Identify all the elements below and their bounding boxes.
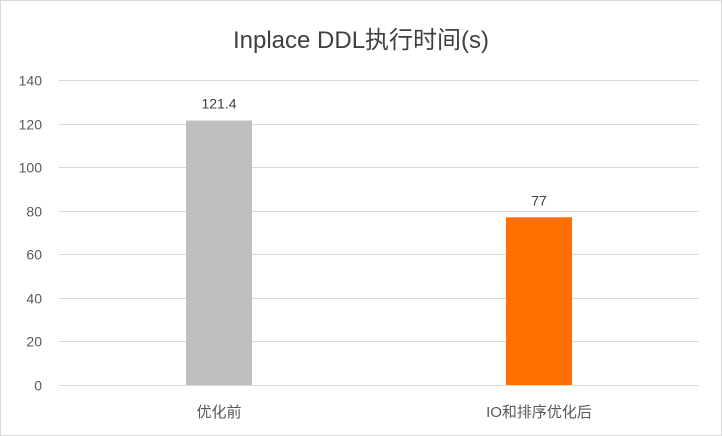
gridlines [59,80,699,386]
y-tick-label: 60 [26,247,42,263]
chart-title: Inplace DDL执行时间(s) [233,27,489,54]
bars: 121.4 77 [186,96,572,386]
x-tick-label: IO和排序优化后 [486,404,592,421]
y-tick-label: 80 [26,204,42,220]
y-tick-label: 120 [19,117,43,133]
bar [186,120,252,386]
y-axis: 0 20 40 60 80 100 120 140 [19,73,43,394]
y-tick-label: 20 [26,334,42,350]
y-tick-label: 0 [34,378,42,394]
data-label: 121.4 [201,96,236,112]
x-tick-label: 优化前 [196,404,241,421]
y-tick-label: 40 [26,291,42,307]
y-tick-label: 100 [19,160,43,176]
y-tick-label: 140 [19,73,43,89]
x-axis: 优化前 IO和排序优化后 [196,404,591,421]
bar [506,217,572,385]
data-label: 77 [531,192,547,208]
